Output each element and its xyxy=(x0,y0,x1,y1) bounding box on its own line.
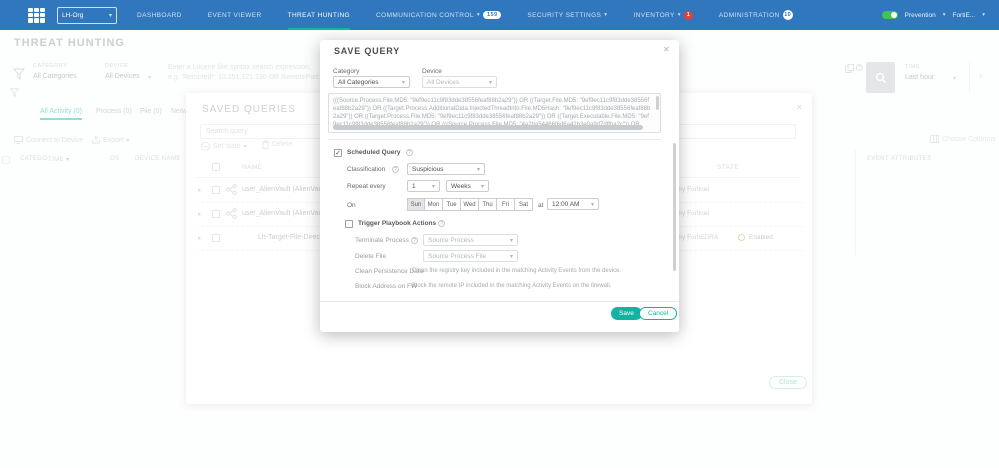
fortinet-logo-icon xyxy=(28,7,45,23)
repeat-every-label: Repeat every xyxy=(347,183,386,190)
help-icon[interactable]: ? xyxy=(392,166,399,173)
category-label: Category xyxy=(333,68,360,75)
day-sun[interactable]: Sun xyxy=(407,198,425,211)
modal-vertical-scrollbar[interactable] xyxy=(673,143,676,271)
chevron-down-icon: ▾ xyxy=(431,183,435,190)
cancel-button[interactable]: Cancel xyxy=(639,307,678,320)
on-label: On xyxy=(347,202,356,209)
help-icon[interactable]: ? xyxy=(411,237,418,244)
day-fri[interactable]: Fri xyxy=(497,198,515,211)
block-address-label: Block Address on FW xyxy=(355,283,418,290)
nav-communication-control[interactable]: COMMUNICATION CONTROL ▾ 159 xyxy=(376,0,502,30)
chevron-down-icon[interactable]: ▾ xyxy=(942,12,946,18)
chevron-down-icon: ▾ xyxy=(108,12,112,19)
chevron-down-icon: ▾ xyxy=(476,166,480,173)
day-tue[interactable]: Tue xyxy=(443,198,461,211)
device-select[interactable]: All Devices ▾ xyxy=(422,76,497,88)
nav-administration[interactable]: ADMINISTRATION 10 xyxy=(718,10,793,20)
save-query-modal: SAVE QUERY ✕ Category All Categories ▾ D… xyxy=(320,40,679,332)
day-selector: Sun Mon Tue Wed Thu Fri Sat xyxy=(407,198,533,211)
chevron-down-icon: ▾ xyxy=(677,12,681,18)
chevron-down-icon: ▾ xyxy=(509,253,513,260)
clean-persistence-description: Clean the registry key included in the m… xyxy=(412,268,622,274)
repeat-value-select[interactable]: 1 ▾ xyxy=(407,180,440,192)
delete-file-select[interactable]: Source Process File ▾ xyxy=(423,250,518,262)
mode-label: Prevention xyxy=(904,11,936,19)
chevron-down-icon[interactable]: ▾ xyxy=(982,12,985,18)
query-horizontal-scrollbar[interactable] xyxy=(333,125,643,130)
organization-select[interactable]: LH-Org ▾ xyxy=(57,6,117,24)
clean-persistence-label: Clean Persistence Data xyxy=(355,268,424,275)
nav-inventory[interactable]: INVENTORY ▾ 1 xyxy=(633,0,693,30)
at-label: at xyxy=(538,202,544,209)
administration-badge: 10 xyxy=(782,10,793,20)
close-icon[interactable]: ✕ xyxy=(663,45,670,54)
main-menu: DASHBOARD EVENT VIEWER THREAT HUNTING CO… xyxy=(137,0,793,30)
day-wed[interactable]: Wed xyxy=(461,198,479,211)
chevron-down-icon: ▾ xyxy=(401,79,405,86)
day-sat[interactable]: Sat xyxy=(515,198,533,211)
classification-label: Classification xyxy=(347,166,386,173)
day-thu[interactable]: Thu xyxy=(479,198,497,211)
modal-title: SAVE QUERY xyxy=(334,46,401,56)
divider xyxy=(328,139,661,140)
query-vertical-scrollbar[interactable] xyxy=(656,96,659,110)
save-button[interactable]: Save xyxy=(611,307,642,320)
nav-threat-hunting[interactable]: THREAT HUNTING xyxy=(287,0,351,30)
chevron-down-icon: ▾ xyxy=(476,12,481,18)
help-icon[interactable]: ? xyxy=(438,220,445,227)
chevron-down-icon: ▾ xyxy=(480,183,484,190)
nav-dashboard[interactable]: DASHBOARD xyxy=(137,11,182,19)
trigger-playbook-checkbox[interactable] xyxy=(345,220,353,228)
scheduled-query-checkbox[interactable]: ✓ xyxy=(334,149,342,157)
scheduled-query-label: Scheduled Query xyxy=(347,149,401,156)
topbar-right: Prevention ▾ FortiE... ▾ xyxy=(881,11,985,19)
category-select[interactable]: All Categories ▾ xyxy=(333,76,410,88)
divider xyxy=(320,301,679,302)
block-address-description: Block the remote IP included in the matc… xyxy=(412,283,612,289)
help-icon[interactable]: ? xyxy=(406,149,413,156)
inventory-badge: 1 xyxy=(683,10,693,20)
nav-security-settings[interactable]: SECURITY SETTINGS ▾ xyxy=(527,11,608,19)
delete-file-label: Delete File xyxy=(355,253,387,260)
classification-select[interactable]: Suspicious ▾ xyxy=(407,163,485,175)
time-select[interactable]: 12:00 AM ▾ xyxy=(547,198,599,210)
nav-event-viewer[interactable]: EVENT VIEWER xyxy=(207,11,262,19)
device-label: Device xyxy=(422,68,442,75)
terminate-process-label: Terminate Process xyxy=(355,237,409,244)
prevention-toggle[interactable] xyxy=(881,11,898,19)
chevron-down-icon: ▾ xyxy=(509,237,513,244)
communication-control-badge: 159 xyxy=(483,11,502,19)
repeat-unit-select[interactable]: Weeks ▾ xyxy=(446,180,489,192)
organization-value: LH-Org xyxy=(62,11,84,19)
day-mon[interactable]: Mon xyxy=(425,198,443,211)
terminate-process-select[interactable]: Source Process ▾ xyxy=(423,234,518,246)
top-nav: LH-Org ▾ DASHBOARD EVENT VIEWER THREAT H… xyxy=(0,0,999,30)
chevron-down-icon: ▾ xyxy=(488,79,492,86)
chevron-down-icon: ▾ xyxy=(604,12,608,18)
account-label: FortiE... xyxy=(952,11,976,19)
trigger-playbook-label: Trigger Playbook Actions xyxy=(358,220,437,227)
chevron-down-icon: ▾ xyxy=(590,201,594,208)
